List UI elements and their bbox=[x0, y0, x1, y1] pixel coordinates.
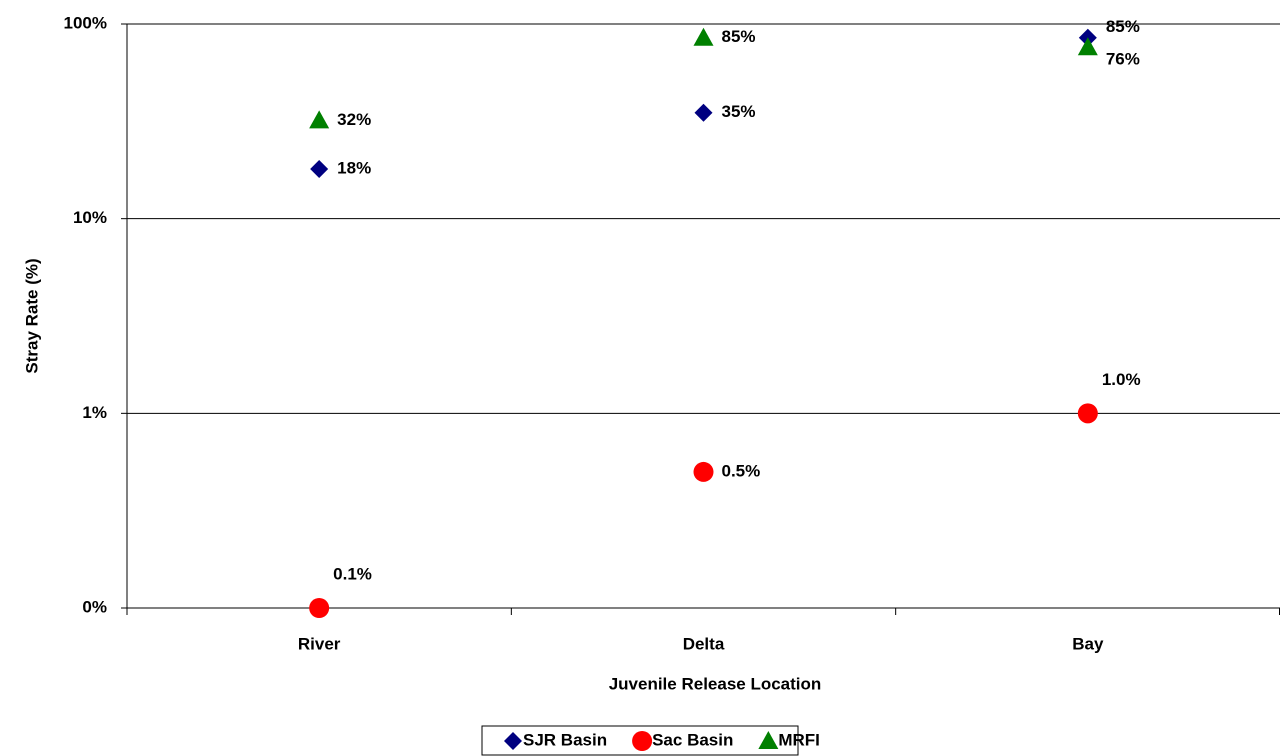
legend-marker bbox=[758, 731, 779, 749]
data-label: 1.0% bbox=[1102, 370, 1141, 389]
data-label: 32% bbox=[337, 110, 371, 129]
data-label: 85% bbox=[1106, 17, 1140, 36]
x-tick-label: River bbox=[298, 634, 341, 653]
data-point bbox=[694, 103, 713, 122]
legend-label: SJR Basin bbox=[523, 730, 607, 749]
data-label: 0.1% bbox=[333, 564, 372, 583]
data-label: 85% bbox=[722, 27, 756, 46]
y-tick-label: 100% bbox=[64, 13, 107, 32]
data-point bbox=[310, 159, 329, 178]
data-point bbox=[309, 598, 330, 618]
data-label: 18% bbox=[337, 158, 371, 177]
legend-marker bbox=[504, 732, 522, 750]
data-label: 0.5% bbox=[722, 461, 761, 480]
data-point bbox=[1077, 403, 1098, 424]
legend-label: Sac Basin bbox=[652, 730, 733, 749]
y-axis-title: Stray Rate (%) bbox=[22, 258, 41, 373]
legend-marker bbox=[632, 731, 653, 751]
data-point bbox=[693, 27, 714, 46]
data-point bbox=[693, 461, 714, 482]
y-tick-label: 0% bbox=[82, 597, 107, 616]
legend-label: MRFI bbox=[778, 730, 820, 749]
x-axis-title: Juvenile Release Location bbox=[609, 674, 822, 693]
y-tick-label: 10% bbox=[73, 208, 107, 227]
y-tick-label: 1% bbox=[82, 403, 107, 422]
data-point bbox=[1077, 37, 1098, 56]
data-label: 35% bbox=[722, 102, 756, 121]
x-tick-label: Bay bbox=[1072, 634, 1104, 653]
x-tick-label: Delta bbox=[683, 634, 725, 653]
data-point bbox=[309, 110, 330, 129]
data-label: 76% bbox=[1106, 50, 1140, 69]
